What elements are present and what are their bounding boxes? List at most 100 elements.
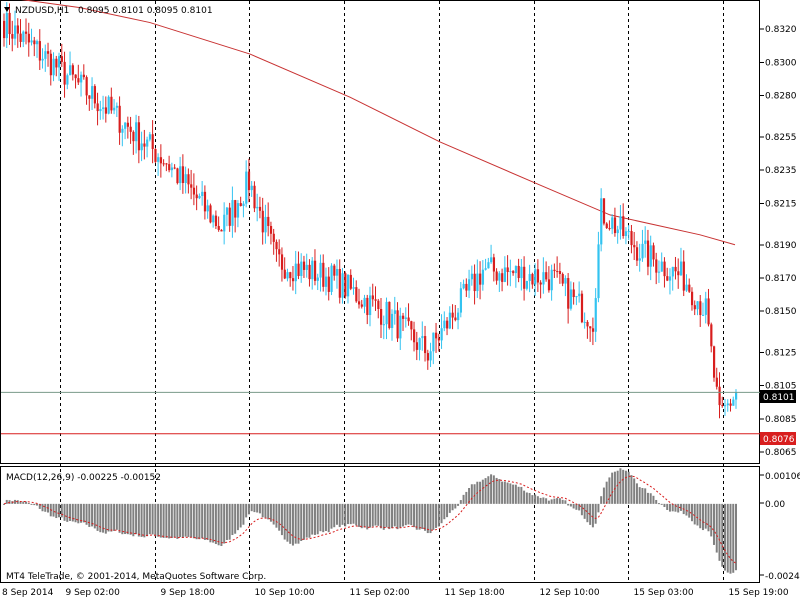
macd-bar [278, 503, 281, 531]
candle [258, 196, 262, 219]
candle [520, 258, 523, 291]
candle [190, 169, 193, 200]
candle [589, 326, 592, 342]
candle [682, 250, 685, 297]
candle [77, 64, 80, 86]
macd-bar [523, 490, 526, 504]
macd-bar [443, 503, 446, 520]
candle [126, 116, 130, 139]
candle [261, 197, 264, 245]
candle [421, 321, 424, 351]
candle [525, 280, 529, 291]
macd-bar [572, 503, 575, 509]
macd-bar [300, 503, 303, 541]
candle [214, 210, 218, 229]
macd-bar [162, 503, 165, 538]
macd-bar [250, 503, 253, 512]
candle [611, 214, 614, 235]
candle [269, 221, 273, 245]
candle [201, 181, 204, 206]
macd-bar [82, 503, 85, 523]
macd-bar [104, 503, 107, 534]
candle [49, 49, 52, 86]
price-tick-label: 0.8300 [765, 58, 797, 68]
candle [33, 36, 36, 57]
candle [547, 266, 551, 293]
candle [407, 303, 410, 326]
candle [528, 264, 531, 293]
candle [209, 203, 212, 224]
macd-bar [168, 503, 171, 539]
candle [509, 259, 512, 287]
candle [14, 10, 17, 46]
macd-bar [124, 503, 127, 535]
macd-bar [415, 503, 418, 530]
candle [627, 225, 630, 241]
macd-bar [209, 503, 212, 543]
candle [630, 224, 633, 254]
candle [666, 267, 669, 282]
dropdown-triangle-icon[interactable] [4, 7, 10, 12]
candle [597, 231, 600, 303]
copyright-text: MT4 TeleTrade, © 2001-2014, MetaQuotes S… [6, 572, 266, 582]
candle [674, 256, 677, 280]
candle [11, 20, 14, 52]
macd-bar [126, 503, 129, 535]
candle [506, 255, 509, 286]
candle [443, 311, 446, 332]
candle [355, 280, 358, 303]
candle [234, 199, 237, 233]
macd-bar [432, 503, 435, 530]
candle [726, 399, 729, 412]
macd-bar [418, 503, 421, 530]
candle [723, 398, 727, 416]
macd-bar [586, 503, 589, 523]
candle [457, 308, 460, 330]
candle [36, 39, 39, 58]
candle [291, 266, 295, 291]
time-tick-label: 12 Sep 10:00 [540, 588, 600, 598]
macd-bar [597, 503, 600, 513]
candle [256, 193, 259, 222]
macd-bar [569, 503, 572, 507]
candle [346, 274, 350, 304]
candle [63, 51, 66, 98]
price-tick-label: 0.8150 [765, 307, 797, 317]
candle [668, 268, 672, 295]
candle [151, 120, 154, 164]
candle [429, 342, 432, 368]
candle [132, 130, 135, 155]
macd-bar [225, 503, 228, 541]
candle [275, 239, 278, 262]
candle [498, 271, 501, 292]
macd-bar [187, 503, 190, 537]
candle [583, 312, 586, 329]
macd-bar [297, 503, 300, 544]
macd-bar [558, 498, 561, 504]
candle [305, 253, 308, 278]
candle [424, 325, 427, 362]
macd-bar [179, 503, 182, 538]
candle [404, 307, 407, 328]
time-tick-label: 11 Sep 02:00 [350, 588, 410, 598]
candle [231, 186, 234, 238]
macd-bar [220, 503, 223, 547]
macd-bar [22, 501, 25, 504]
time-tick-label: 11 Sep 18:00 [445, 588, 505, 598]
macd-bar [335, 503, 338, 525]
candle [69, 51, 72, 76]
candle [655, 252, 658, 285]
candle [330, 263, 333, 296]
macd-bar [319, 503, 322, 532]
macd-bar [121, 503, 124, 535]
macd-bar [377, 503, 380, 526]
macd-bar [624, 470, 627, 504]
macd-bar [256, 503, 259, 513]
candle [487, 257, 490, 269]
macd-bar [374, 503, 377, 526]
time-tick-label: 15 Sep 03:00 [634, 588, 694, 598]
macd-bar [473, 484, 476, 504]
price-tick-label: 0.8190 [765, 241, 797, 251]
macd-bar [338, 503, 341, 528]
candle [253, 181, 256, 213]
